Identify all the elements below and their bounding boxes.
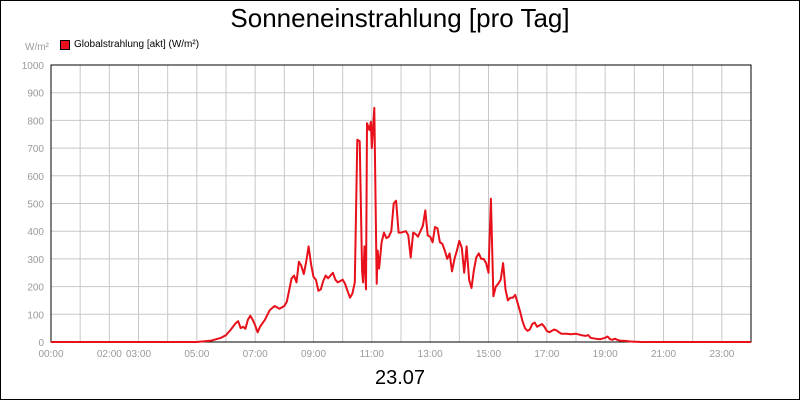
x-tick-label: 13:00 — [418, 349, 443, 360]
x-tick-label: 03:00 — [126, 349, 151, 360]
y-tick-label: 900 — [27, 89, 44, 100]
x-tick-label: 23:00 — [709, 349, 734, 360]
date-label: 23.07 — [374, 367, 426, 389]
y-tick-label: 0 — [38, 338, 44, 349]
x-tick-label: 19:00 — [593, 349, 618, 360]
legend-label: Globalstrahlung [akt] (W/m²) — [74, 39, 200, 50]
y-axis-unit-label: W/m² — [25, 42, 49, 53]
x-tick-label: 17:00 — [534, 349, 559, 360]
y-tick-label: 1000 — [22, 61, 45, 72]
x-tick-label: 21:00 — [651, 349, 676, 360]
chart-title: Sonneneinstrahlung [pro Tag] — [230, 3, 570, 33]
legend: Globalstrahlung [akt] (W/m²) — [60, 39, 199, 50]
y-tick-label: 500 — [27, 200, 44, 211]
y-tick-label: 300 — [27, 255, 44, 266]
plot-border — [50, 64, 752, 343]
x-tick-label: 05:00 — [184, 349, 209, 360]
y-tick-label: 600 — [27, 172, 44, 183]
x-tick-label: 15:00 — [476, 349, 501, 360]
y-tick-label: 100 — [27, 310, 44, 321]
x-tick-label: 09:00 — [301, 349, 326, 360]
y-tick-label: 700 — [27, 144, 44, 155]
x-tick-label: 07:00 — [243, 349, 268, 360]
y-tick-label: 800 — [27, 116, 44, 127]
x-tick-label: 11:00 — [360, 349, 385, 360]
x-tick-label: 00:00 — [38, 349, 63, 360]
legend-swatch — [60, 39, 70, 50]
series-line — [51, 106, 751, 343]
x-tick-label: 02:00 — [97, 349, 122, 360]
y-tick-label: 400 — [27, 227, 44, 238]
y-tick-label: 200 — [27, 283, 44, 294]
